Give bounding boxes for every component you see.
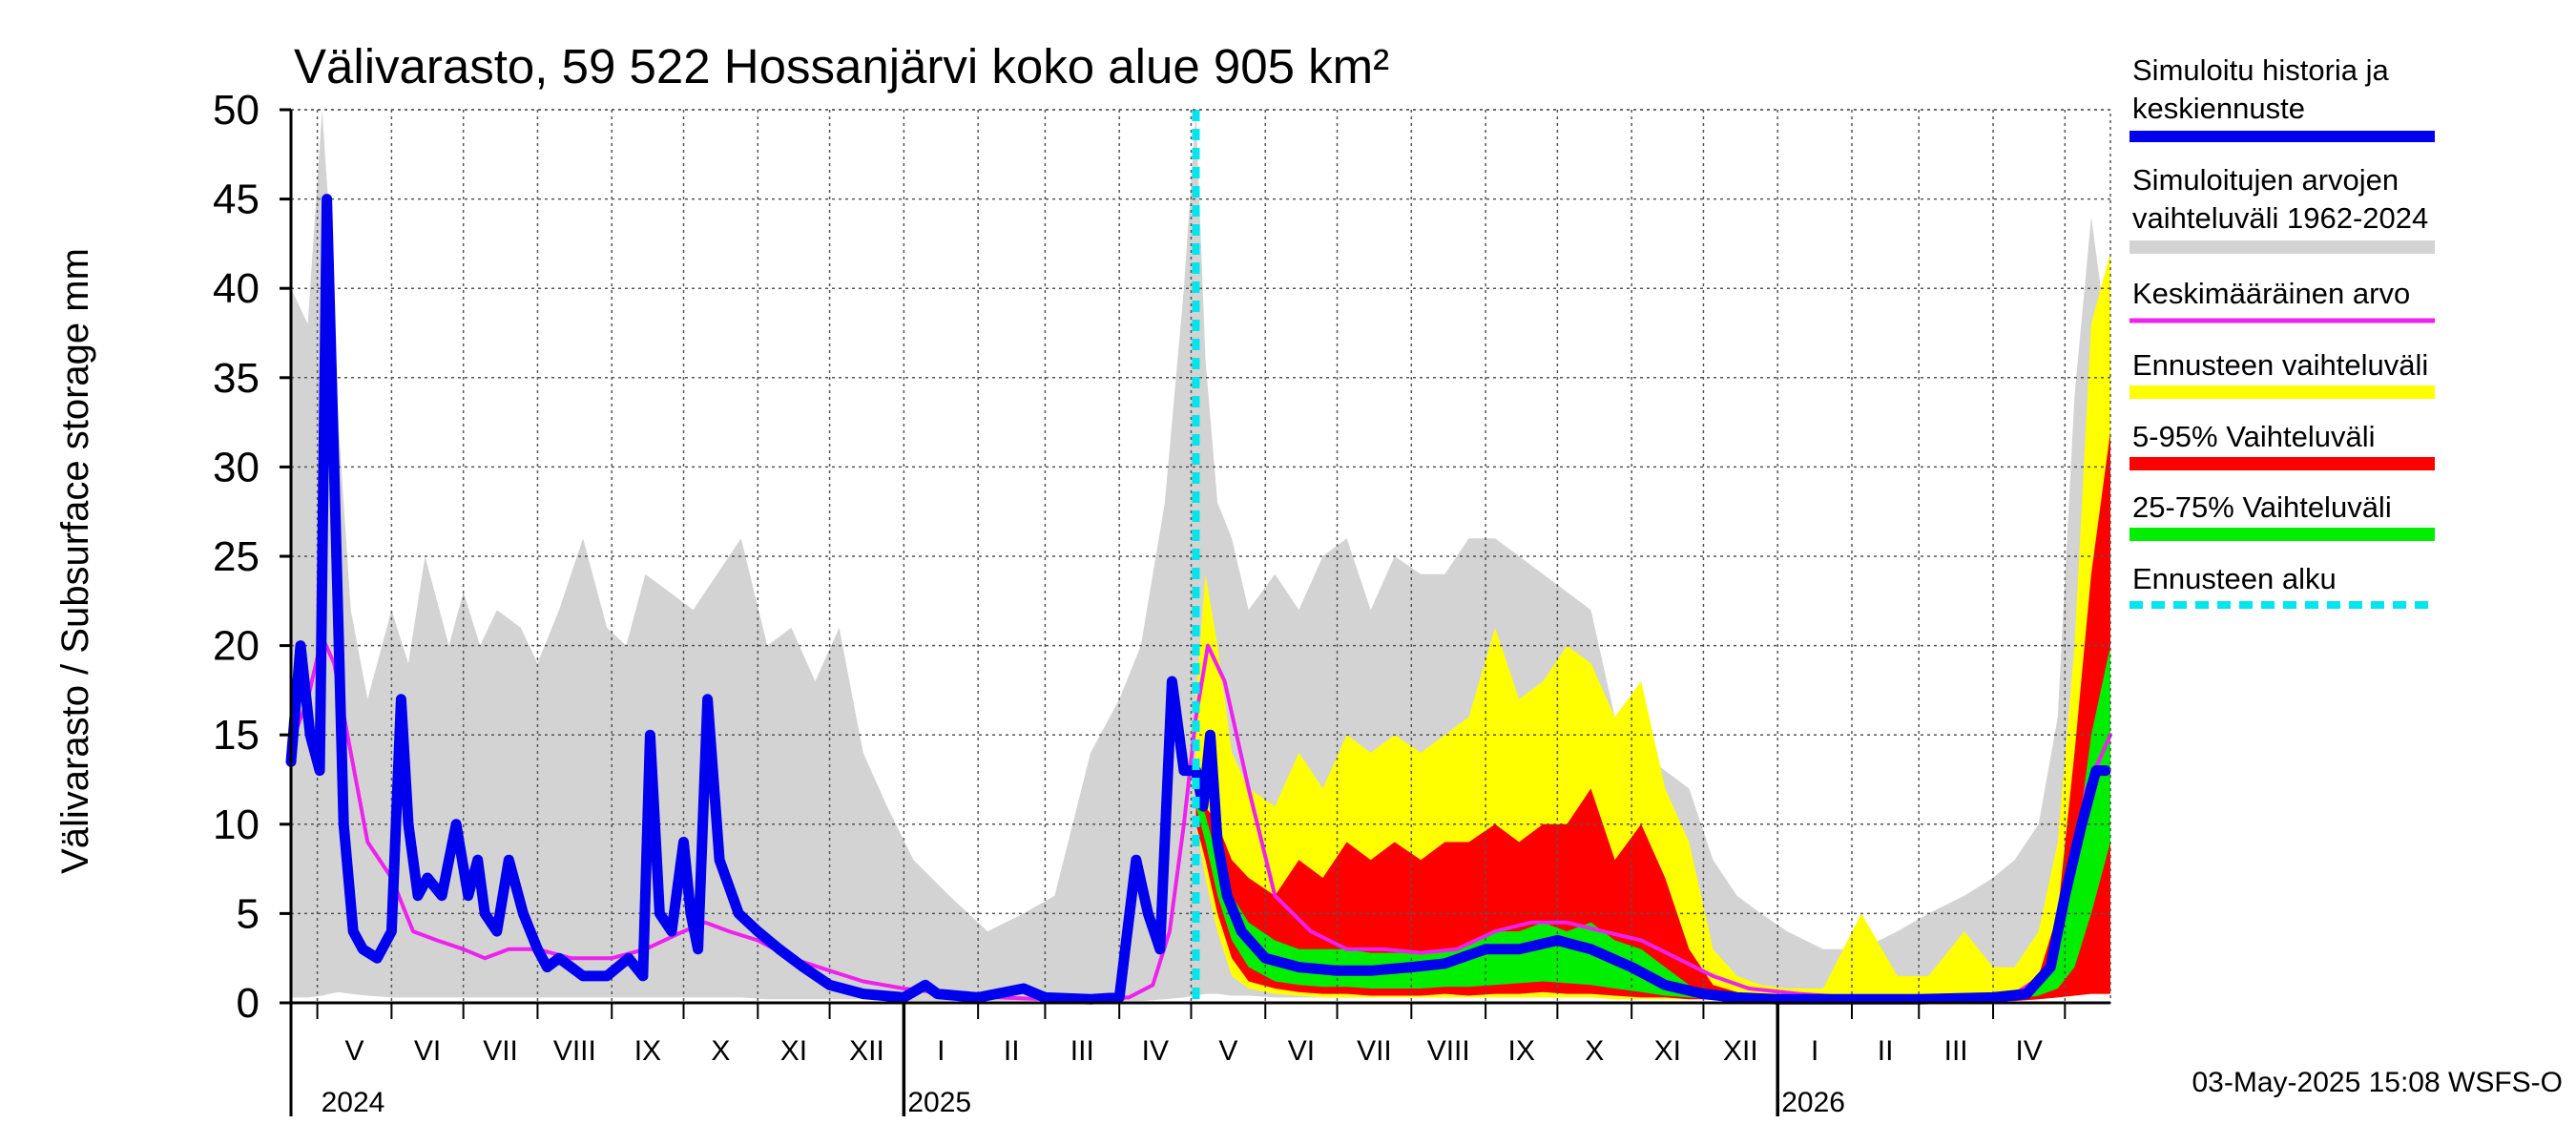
month-label: IX xyxy=(1508,1035,1535,1067)
month-label: XII xyxy=(1723,1035,1758,1067)
month-label: IV xyxy=(2016,1035,2043,1067)
legend-label: Keskimääräinen arvo xyxy=(2132,277,2410,310)
month-label: VII xyxy=(483,1035,518,1067)
month-label: V xyxy=(344,1035,364,1067)
legend-label: Ennusteen alku xyxy=(2132,562,2337,595)
year-label: 2025 xyxy=(907,1087,971,1118)
month-label: X xyxy=(1585,1035,1604,1067)
month-label: X xyxy=(711,1035,730,1067)
footer-timestamp: 03-May-2025 15:08 WSFS-O xyxy=(2192,1067,2564,1098)
month-label: II xyxy=(1878,1035,1894,1067)
series-line-5 xyxy=(289,635,2112,1002)
band-3 xyxy=(1195,431,2110,1002)
month-label: VIII xyxy=(553,1035,596,1067)
y-tick-label: 30 xyxy=(213,444,260,490)
y-tick-labels: 0 5 10 15 20 25 30 35 40 45 50 xyxy=(213,87,291,1027)
month-label: III xyxy=(1070,1035,1094,1067)
y-tick-label: 20 xyxy=(213,623,260,670)
month-label: IX xyxy=(634,1035,661,1067)
month-label: VI xyxy=(414,1035,441,1067)
legend-item: Keskimääräinen arvo xyxy=(2129,277,2435,323)
y-tick-label: 25 xyxy=(213,533,260,580)
grid-lines xyxy=(291,109,2110,1003)
legend-item: 5-95% Vaihteluväli xyxy=(2129,420,2435,470)
month-label: XI xyxy=(780,1035,807,1067)
y-tick-label: 15 xyxy=(213,712,260,759)
month-label: VI xyxy=(1288,1035,1315,1067)
x-month-labels: V VI VII VIII IX X XI XII I II III IV V VI VII VIII IX X X… xyxy=(316,1003,2067,1118)
month-label: III xyxy=(1944,1035,1968,1067)
y-tick-label: 50 xyxy=(213,87,260,134)
year-label: 2026 xyxy=(1781,1087,1845,1118)
y-tick-label: 10 xyxy=(213,802,260,848)
month-label: XI xyxy=(1654,1035,1681,1067)
legend-item: 25-75% Vaihteluväli xyxy=(2129,490,2435,541)
legend-item: Simuloitu historia ja keskiennuste xyxy=(2129,53,2435,142)
y-tick-label: 0 xyxy=(237,980,260,1027)
y-tick-label: 45 xyxy=(213,177,260,223)
legend-label: Simuloitu historia ja keskiennuste xyxy=(2132,53,2390,125)
legend: Simuloitu historia ja keskiennusteSimuloi… xyxy=(2129,53,2435,609)
chart-title: Välivarasto, 59 522 Hossanjärvi koko alu… xyxy=(294,39,1389,94)
legend-label-line: Simuloitu historia ja xyxy=(2132,53,2390,87)
legend-label-line: Simuloitujen arvojen xyxy=(2132,163,2399,197)
legend-label-line: vaihteluväli 1962-2024 xyxy=(2132,201,2428,235)
legend-label: 25-75% Vaihteluväli xyxy=(2132,490,2392,524)
month-label: VIII xyxy=(1427,1035,1470,1067)
month-label: I xyxy=(1811,1035,1818,1067)
y-tick-label: 5 xyxy=(237,890,260,937)
y-tick-label: 35 xyxy=(213,355,260,402)
y-tick-label: 40 xyxy=(213,265,260,312)
series-line-6 xyxy=(285,194,2111,1005)
legend-label: 5-95% Vaihteluväli xyxy=(2132,420,2375,453)
month-label: XII xyxy=(849,1035,884,1067)
year-label: 2024 xyxy=(322,1087,385,1118)
legend-label: Ennusteen vaihteluväli xyxy=(2132,348,2428,382)
month-label: II xyxy=(1004,1035,1020,1067)
legend-item: Ennusteen vaihteluväli xyxy=(2129,348,2435,399)
month-label: IV xyxy=(1142,1035,1169,1067)
legend-item: Simuloitujen arvojen vaihteluväli 1962-20… xyxy=(2129,163,2435,254)
legend-label: Simuloitujen arvojen vaihteluväli 1962-20… xyxy=(2132,163,2428,235)
legend-label-line: keskiennuste xyxy=(2132,92,2305,125)
band-2 xyxy=(1195,252,2110,1002)
series-lines xyxy=(285,110,2112,1005)
legend-item: Ennusteen alku xyxy=(2129,562,2435,609)
month-label: V xyxy=(1218,1035,1237,1067)
y-axis-label: Välivarasto / Subsurface storage mm xyxy=(54,248,96,874)
month-label: I xyxy=(937,1035,945,1067)
month-label: VII xyxy=(1357,1035,1392,1067)
